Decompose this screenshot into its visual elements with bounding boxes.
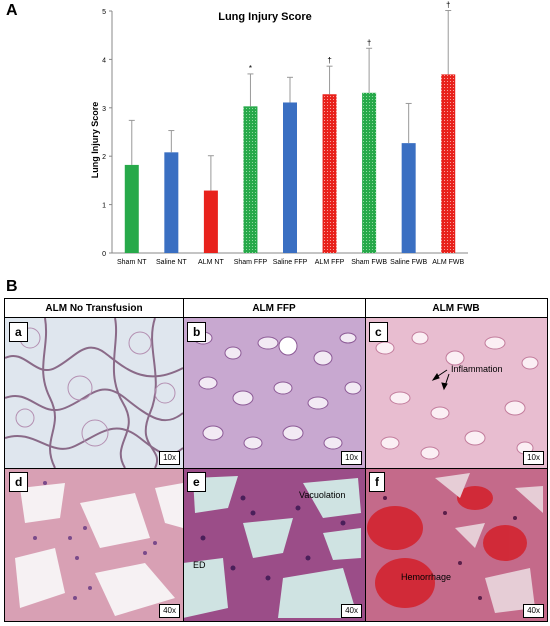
bar-saline-ffp <box>283 102 297 253</box>
inflammation-annotation: Inflammation <box>451 364 503 374</box>
column-header-alm-fwb: ALM FWB <box>365 299 547 318</box>
bar-saline-nt <box>164 152 179 253</box>
panel-b-label: B <box>6 278 18 295</box>
error-bar <box>287 76 293 103</box>
magnification-f: 40x <box>523 604 544 618</box>
significance-marker: † <box>327 56 331 65</box>
y-tick-label: 2 <box>102 154 106 161</box>
y-tick-label: 4 <box>102 57 106 64</box>
micrograph-b: b 10x <box>183 318 365 468</box>
chart-title: Lung Injury Score <box>218 11 312 23</box>
x-tick-label: Saline FFP <box>273 259 308 266</box>
y-tick-label: 3 <box>102 106 106 113</box>
micrograph-grid: ALM No Transfusion ALM FFP ALM FWB a 10x <box>4 298 548 622</box>
micrograph-d: d 40x <box>5 468 183 621</box>
significance-marker: † <box>446 1 450 10</box>
magnification-b: 10x <box>341 451 362 465</box>
error-bar <box>326 65 333 95</box>
magnification-a: 10x <box>159 451 180 465</box>
x-tick-label: Saline FWB <box>390 259 427 266</box>
ed-annotation: ED <box>193 560 206 570</box>
y-tick-label: 0 <box>102 251 106 258</box>
x-tick-label: Sham FWB <box>351 259 387 266</box>
y-tick-label: 5 <box>102 9 106 16</box>
column-divider <box>183 299 184 621</box>
panel-label-f: f <box>369 472 385 492</box>
x-tick-label: Sham NT <box>117 259 147 266</box>
error-bar <box>207 155 214 191</box>
lung-tissue-image <box>183 476 361 618</box>
lung-tissue-image <box>193 331 362 450</box>
micrograph-a: a 10x <box>5 318 183 468</box>
significance-marker: † <box>367 38 371 47</box>
micrograph-c: c Inflammation 10x <box>365 318 547 468</box>
x-tick-label: Sham FFP <box>234 259 268 266</box>
error-bar <box>247 73 254 107</box>
bar-sham-fwb <box>362 92 377 254</box>
bar-sham-nt <box>124 164 139 253</box>
panel-a-label: A <box>6 2 18 19</box>
bar-saline-fwb <box>401 143 416 253</box>
panel-label-a: a <box>9 322 28 342</box>
panel-label-b: b <box>187 322 207 342</box>
magnification-d: 40x <box>159 604 180 618</box>
x-tick-label: ALM NT <box>198 259 224 266</box>
bar-alm-ffp <box>322 94 337 253</box>
error-bar <box>168 130 175 153</box>
column-header-alm-no-transfusion: ALM No Transfusion <box>5 299 183 318</box>
bar-alm-nt <box>203 190 218 253</box>
lung-tissue-image <box>5 318 183 468</box>
error-bar <box>366 47 373 93</box>
x-tick-label: ALM FFP <box>315 259 345 266</box>
magnification-e: 40x <box>341 604 362 618</box>
lung-tissue-image <box>367 473 543 613</box>
micrograph-e: e Vacuolation ED 40x <box>183 468 365 621</box>
significance-marker: * <box>249 64 252 73</box>
error-bar <box>405 102 412 144</box>
bar-alm-fwb <box>441 74 456 254</box>
y-axis-label: Lung Injury Score <box>90 102 100 179</box>
column-divider <box>365 299 366 621</box>
magnification-c: 10x <box>523 451 544 465</box>
panel-label-e: e <box>187 472 206 492</box>
panel-label-d: d <box>9 472 29 492</box>
lung-injury-bar-chart: Lung Injury Score Lung Injury Score 0 1 2 3… <box>90 1 468 266</box>
lung-tissue-image <box>375 331 539 460</box>
hemorrhage-annotation: Hemorrhage <box>401 572 452 582</box>
x-tick-label: Saline NT <box>156 259 187 266</box>
x-tick-label: ALM FWB <box>432 259 464 266</box>
panel-label-c: c <box>369 322 388 342</box>
vacuolation-annotation: Vacuolation <box>299 490 346 500</box>
row-divider <box>5 468 547 469</box>
error-bar <box>445 10 452 75</box>
column-header-alm-ffp: ALM FFP <box>183 299 365 318</box>
error-bar <box>128 119 135 165</box>
lung-tissue-image <box>15 481 183 616</box>
micrograph-f: f Hemorrhage 40x <box>365 468 547 621</box>
y-tick-label: 1 <box>102 203 106 210</box>
bar-sham-ffp <box>243 106 258 254</box>
